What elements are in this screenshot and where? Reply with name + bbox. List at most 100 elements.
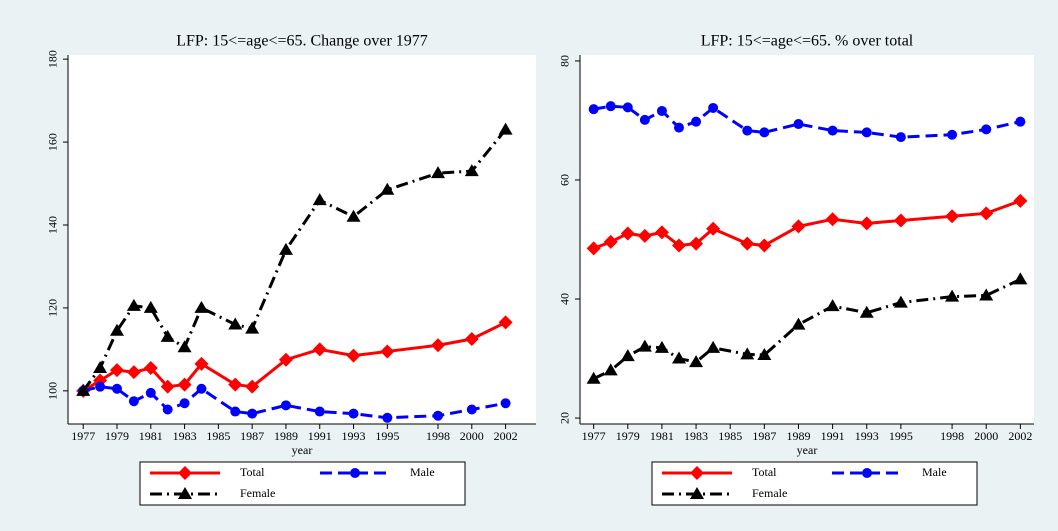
marker (464, 164, 479, 177)
marker (382, 412, 393, 423)
legend-label: Female (752, 486, 787, 500)
marker (671, 238, 686, 253)
marker (605, 101, 616, 112)
marker (95, 381, 106, 392)
marker (348, 408, 359, 419)
marker (280, 400, 291, 411)
x-tick-label: 1985 (206, 429, 230, 443)
marker (671, 351, 686, 364)
legend-label: Total (240, 465, 265, 479)
x-tick-label: 2000 (974, 429, 998, 443)
x-tick-label: 1983 (684, 429, 708, 443)
marker (759, 127, 770, 138)
marker (278, 242, 293, 255)
legend-marker (862, 468, 872, 478)
marker (196, 383, 207, 394)
marker (859, 305, 874, 318)
x-tick-label: 1989 (274, 429, 298, 443)
marker (228, 377, 243, 392)
marker (143, 300, 158, 313)
x-tick-label: 1995 (375, 429, 399, 443)
x-tick-label: 1981 (650, 429, 674, 443)
marker (793, 119, 804, 130)
marker (380, 182, 395, 195)
marker (194, 300, 209, 313)
x-tick-label: 1979 (616, 429, 640, 443)
marker (740, 347, 755, 360)
marker (160, 329, 175, 342)
y-tick-label: 20 (558, 412, 572, 424)
marker (893, 295, 908, 308)
marker (740, 236, 755, 251)
marker (177, 340, 192, 353)
marker (312, 193, 327, 206)
marker (791, 219, 806, 234)
legend (651, 461, 978, 506)
legend-marker (350, 468, 360, 478)
chart-title: LFP: 15<=age<=65. Change over 1977 (176, 33, 428, 50)
marker (177, 377, 192, 392)
marker (979, 288, 994, 301)
marker (861, 127, 872, 138)
marker (431, 338, 446, 353)
x-tick-label: 1987 (240, 429, 264, 443)
y-tick-label: 40 (558, 293, 572, 305)
series-line (82, 385, 506, 420)
marker (706, 340, 721, 353)
x-axis-label: year (797, 443, 818, 457)
x-tick-label: 1995 (889, 429, 913, 443)
marker (194, 356, 209, 371)
plot-area (68, 55, 536, 424)
x-tick-label: 2000 (460, 429, 484, 443)
x-tick-label: 1991 (821, 429, 845, 443)
marker (228, 317, 243, 330)
legend-label: Total (752, 465, 777, 479)
marker (893, 213, 908, 228)
marker (498, 122, 513, 135)
marker (179, 398, 190, 409)
x-tick-label: 1981 (139, 429, 163, 443)
marker (637, 228, 652, 243)
marker (981, 124, 992, 135)
marker (825, 299, 840, 312)
marker (500, 398, 511, 409)
marker (586, 241, 601, 256)
marker (673, 122, 684, 133)
marker (945, 289, 960, 302)
marker (145, 387, 156, 398)
marker (109, 363, 124, 378)
marker (825, 212, 840, 227)
plot-area (580, 55, 1034, 424)
marker (827, 125, 838, 136)
legend-marker (690, 466, 704, 480)
marker (979, 206, 994, 221)
marker (346, 209, 361, 222)
marker (464, 332, 479, 347)
marker (689, 236, 704, 251)
y-tick-label: 100 (46, 382, 60, 400)
marker (93, 361, 108, 374)
marker (109, 323, 124, 336)
legend-label: Female (240, 486, 275, 500)
x-tick-label: 1993 (342, 429, 366, 443)
marker (498, 315, 513, 330)
marker (639, 114, 650, 125)
marker (620, 349, 635, 362)
marker (945, 209, 960, 224)
y-tick-label: 160 (46, 133, 60, 151)
marker (791, 317, 806, 330)
y-tick-label: 140 (46, 216, 60, 234)
x-tick-label: 1985 (718, 429, 742, 443)
legend-marker (178, 466, 192, 480)
legend-marker (690, 487, 704, 499)
y-tick-label: 180 (46, 50, 60, 68)
y-tick-label: 80 (558, 55, 572, 67)
marker (603, 234, 618, 249)
marker (160, 379, 175, 394)
x-tick-label: 2002 (494, 429, 518, 443)
marker (1015, 116, 1026, 127)
marker (247, 408, 258, 419)
marker (859, 216, 874, 231)
x-tick-label: 1977 (582, 429, 606, 443)
